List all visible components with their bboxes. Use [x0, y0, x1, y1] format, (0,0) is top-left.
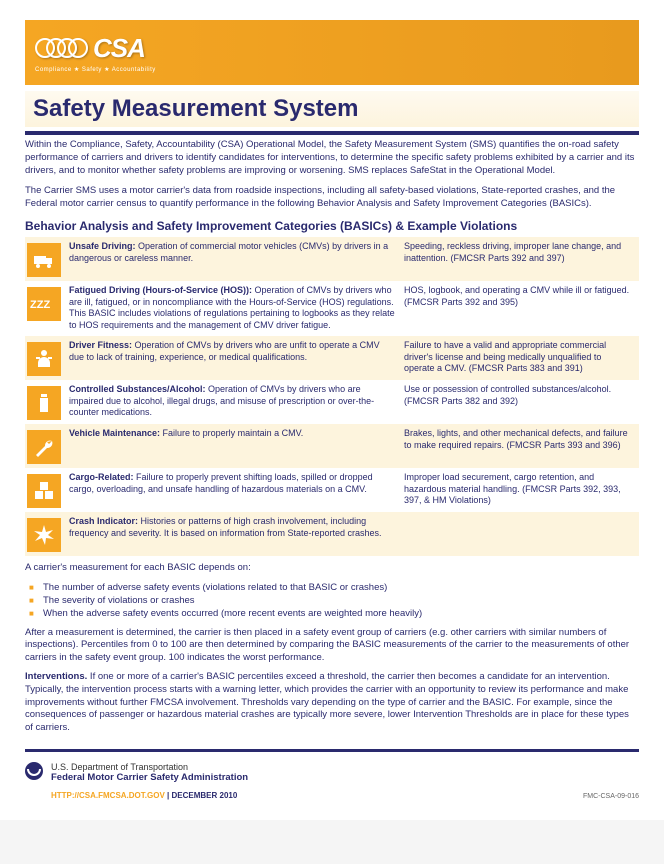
basic-description: Cargo-Related: Failure to properly preve…	[63, 472, 404, 508]
depends-intro: A carrier's measurement for each BASIC d…	[25, 562, 639, 575]
basic-row: Cargo-Related: Failure to properly preve…	[25, 468, 639, 512]
basic-icon-cell	[25, 428, 63, 464]
basic-violations	[404, 516, 639, 552]
section-heading: Behavior Analysis and Safety Improvement…	[25, 219, 639, 233]
basic-description: Vehicle Maintenance: Failure to properly…	[63, 428, 404, 464]
footer-url-text: HTTP://CSA.FMCSA.DOT.GOV	[51, 791, 165, 800]
footer-date: DECEMBER 2010	[171, 791, 237, 800]
basics-list: Unsafe Driving: Operation of commercial …	[25, 237, 639, 556]
page-title: Safety Measurement System	[33, 95, 631, 123]
csa-logo: CSA Compliance ★ Safety ★ Accountability	[35, 33, 156, 73]
crash-icon	[27, 518, 61, 552]
basic-title: Cargo-Related:	[69, 472, 134, 482]
basic-icon-cell	[25, 340, 63, 376]
depends-bullets: The number of adverse safety events (vio…	[25, 581, 639, 621]
basic-row: Driver Fitness: Operation of CMVs by dri…	[25, 336, 639, 380]
basic-icon-cell	[25, 384, 63, 420]
footer-url: HTTP://CSA.FMCSA.DOT.GOV | DECEMBER 2010	[51, 791, 237, 800]
basic-violations: Brakes, lights, and other mechanical def…	[404, 428, 639, 464]
basic-description: Driver Fitness: Operation of CMVs by dri…	[63, 340, 404, 376]
basic-description: Unsafe Driving: Operation of commercial …	[63, 241, 404, 277]
logo-rings: CSA	[35, 33, 156, 64]
basic-title: Crash Indicator:	[69, 516, 138, 526]
wrench-icon	[27, 430, 61, 464]
interventions-label: Interventions.	[25, 671, 87, 682]
basic-title: Unsafe Driving:	[69, 241, 136, 251]
basic-title: Driver Fitness:	[69, 340, 132, 350]
basic-title: Fatigued Driving (Hours-of-Service (HOS)…	[69, 285, 252, 295]
intro-paragraph-2: The Carrier SMS uses a motor carrier's d…	[25, 185, 639, 211]
basic-row: Crash Indicator: Histories or patterns o…	[25, 512, 639, 556]
page: CSA Compliance ★ Safety ★ Accountability…	[0, 0, 664, 820]
logo-tagline: Compliance ★ Safety ★ Accountability	[35, 66, 156, 73]
intro-paragraph-1: Within the Compliance, Safety, Accountab…	[25, 139, 639, 177]
basic-description: Fatigued Driving (Hours-of-Service (HOS)…	[63, 285, 404, 332]
basic-title: Controlled Substances/Alcohol:	[69, 384, 206, 394]
dot-logo-icon	[25, 762, 43, 780]
cargo-icon	[27, 474, 61, 508]
basic-icon-cell: ZZZ	[25, 285, 63, 332]
basic-violations: Speeding, reckless driving, improper lan…	[404, 241, 639, 277]
basic-row: ZZZ Fatigued Driving (Hours-of-Service (H…	[25, 281, 639, 336]
header-banner: CSA Compliance ★ Safety ★ Accountability	[25, 20, 639, 85]
basic-icon-cell	[25, 472, 63, 508]
basic-description: Crash Indicator: Histories or patterns o…	[63, 516, 404, 552]
footer-agency: Federal Motor Carrier Safety Administrat…	[51, 772, 639, 783]
title-bar: Safety Measurement System	[25, 85, 639, 135]
truck-icon	[27, 243, 61, 277]
footer-department: U.S. Department of Transportation	[51, 762, 639, 772]
basic-row: Unsafe Driving: Operation of commercial …	[25, 237, 639, 281]
bullet-item: The severity of violations or crashes	[25, 594, 639, 607]
basic-icon-cell	[25, 516, 63, 552]
sleep-icon: ZZZ	[27, 287, 61, 321]
basic-desc-text: Failure to properly maintain a CMV.	[160, 428, 303, 438]
basic-icon-cell	[25, 241, 63, 277]
footer: U.S. Department of Transportation Federa…	[25, 749, 639, 800]
after-measure-paragraph: After a measurement is determined, the c…	[25, 627, 639, 665]
person-icon	[27, 342, 61, 376]
svg-text:ZZZ: ZZZ	[30, 299, 50, 311]
footer-code: FMC-CSA-09-016	[583, 793, 639, 800]
bullet-item: When the adverse safety events occurred …	[25, 607, 639, 620]
logo-text: CSA	[93, 33, 145, 64]
basic-violations: Use or possession of controlled substanc…	[404, 384, 639, 420]
basic-description: Controlled Substances/Alcohol: Operation…	[63, 384, 404, 420]
bottle-icon	[27, 386, 61, 420]
basic-violations: Improper load securement, cargo retentio…	[404, 472, 639, 508]
basic-violations: Failure to have a valid and appropriate …	[404, 340, 639, 376]
interventions-text: If one or more of a carrier's BASIC perc…	[25, 671, 629, 733]
basic-violations: HOS, logbook, and operating a CMV while …	[404, 285, 639, 332]
bullet-item: The number of adverse safety events (vio…	[25, 581, 639, 594]
interventions-paragraph: Interventions. If one or more of a carri…	[25, 671, 639, 735]
basic-row: Vehicle Maintenance: Failure to properly…	[25, 424, 639, 468]
basic-row: Controlled Substances/Alcohol: Operation…	[25, 380, 639, 424]
basic-title: Vehicle Maintenance:	[69, 428, 160, 438]
